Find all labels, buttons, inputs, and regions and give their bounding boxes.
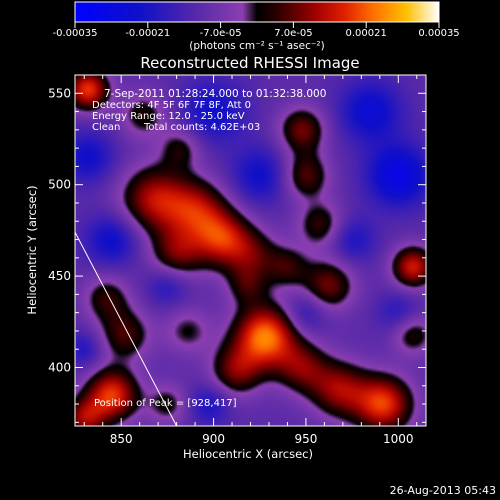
annotation-detectors: Detectors: 4F 5F 6F 7F 8F, Att 0 [92,100,251,111]
x-tick-label: 1000 [383,432,414,446]
annotation-block: 7-Sep-2011 01:28:24.000 to 01:32:38.000 … [92,88,326,133]
peak-position-label: Position of Peak = [928,417] [94,398,237,409]
y-tick-label: 550 [48,86,71,100]
y-tick-label: 500 [48,178,71,192]
x-tick-label: 900 [202,432,225,446]
annotation-total-counts: Total counts: 4.62E+03 [143,122,260,133]
footer-timestamp: 26-Aug-2013 05:43 [390,484,496,497]
colorbar-tick-label: 7.0e-05 [274,28,312,39]
limb-line [75,231,178,426]
colorbar-tick-label: 0.00035 [418,28,459,39]
colorbar-tick-label: -0.00021 [125,28,170,39]
y-axis-label: Heliocentric Y (arcsec) [25,185,39,314]
heatmap-image [75,75,426,426]
colorbar-tick-label: -0.00035 [53,28,98,39]
chart-title: Reconstructed RHESSI Image [140,54,359,72]
colorbar: -0.00035 -0.00021 -7.0e-05 7.0e-05 0.00021 0.… [53,1,460,52]
x-axis-label: Heliocentric X (arcsec) [183,447,313,461]
axis-ticks: 850 900 950 1000 400 450 500 550 [48,74,426,446]
x-tick-label: 850 [110,432,133,446]
x-tick-label: 950 [294,432,317,446]
colorbar-tick-label: 0.00021 [346,28,387,39]
y-tick-label: 450 [48,269,71,283]
annotation-clean: Clean [92,122,120,133]
colorbar-ticks: -0.00035 -0.00021 -7.0e-05 7.0e-05 0.00021 0.… [53,22,460,39]
heatmap [75,75,426,426]
y-tick-label: 400 [48,361,71,375]
colorbar-gradient [74,1,440,23]
colorbar-tick-label: -7.0e-05 [200,28,242,39]
annotation-energy-range: Energy Range: 12.0 - 25.0 keV [92,111,245,122]
colorbar-unit-label: (photons cm⁻² s⁻¹ asec⁻²) [189,40,324,52]
annotation-time-range: 7-Sep-2011 01:28:24.000 to 01:32:38.000 [104,88,326,100]
